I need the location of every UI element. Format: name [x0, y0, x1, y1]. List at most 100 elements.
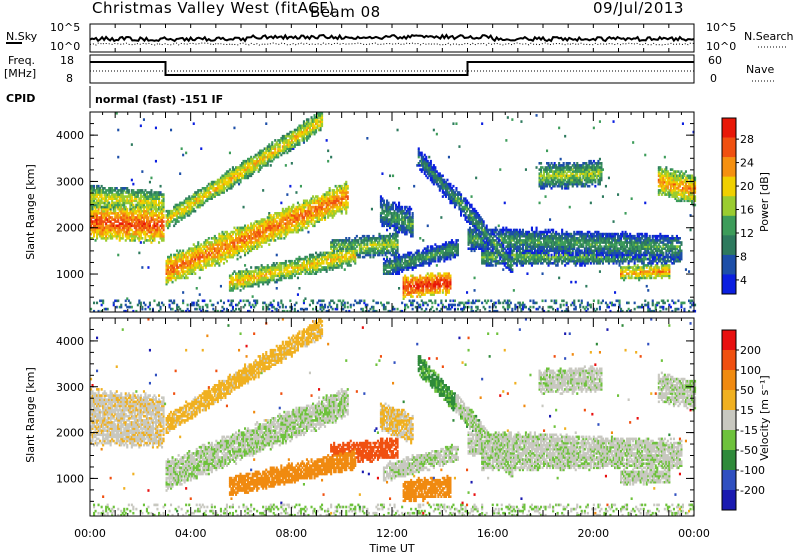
range-gate-cell: [242, 274, 245, 278]
range-gate-cell: [115, 191, 118, 194]
range-gate-cell: [167, 262, 170, 265]
range-gate-cell: [176, 262, 179, 265]
range-gate-cell: [173, 268, 176, 271]
range-gate-cell: [118, 201, 121, 205]
range-gate-cell: [198, 197, 201, 200]
range-gate-cell: [227, 187, 230, 190]
range-gate-cell: [268, 268, 271, 271]
range-gate-cell: [138, 239, 141, 242]
range-gate-cell: [111, 195, 114, 198]
range-gate-cell: [111, 222, 114, 225]
range-gate-cell: [162, 195, 165, 198]
range-gate-cell: [256, 243, 259, 246]
range-gate-cell: [268, 226, 271, 230]
range-gate-cell: [230, 280, 233, 284]
range-gate-cell: [210, 197, 213, 200]
range-gate-cell: [277, 222, 280, 225]
range-gate-cell: [182, 270, 185, 273]
range-gate-cell: [99, 191, 102, 194]
range-gate-cell: [262, 155, 265, 159]
range-gate-cell: [158, 212, 161, 215]
range-gate-cell: [262, 230, 265, 234]
range-gate-cell: [108, 212, 111, 215]
range-gate-cell: [177, 212, 180, 215]
range-gate-cell: [153, 218, 156, 221]
range-gate-cell: [203, 253, 206, 257]
range-gate-cell: [195, 201, 198, 205]
range-gate-cell: [250, 282, 253, 286]
range-gate-cell: [256, 222, 259, 225]
range-gate-cell: [259, 155, 262, 159]
range-gate-cell: [112, 224, 115, 228]
range-gate-cell: [259, 166, 262, 169]
range-gate-cell: [268, 224, 271, 228]
range-gate-cell: [239, 174, 242, 178]
range-gate-cell: [185, 262, 188, 265]
range-gate-cell: [182, 264, 185, 267]
range-gate-cell: [121, 216, 124, 219]
range-gate-cell: [158, 241, 161, 244]
range-gate-cell: [150, 203, 153, 207]
range-gate-cell: [170, 264, 173, 267]
range-gate-cell: [102, 299, 105, 303]
range-gate-cell: [186, 214, 189, 217]
range-gate-cell: [129, 234, 132, 238]
power-heatmap: [90, 112, 697, 313]
range-gate-cell: [259, 278, 262, 282]
range-gate-cell: [210, 195, 213, 198]
range-gate-cell: [112, 197, 115, 200]
range-gate-cell: [236, 232, 239, 236]
range-gate-cell: [301, 307, 304, 311]
range-gate-cell: [188, 205, 191, 209]
range-gate-cell: [94, 230, 97, 234]
range-gate-cell: [231, 255, 234, 259]
range-gate-cell: [126, 209, 129, 213]
range-gate-cell: [129, 301, 132, 305]
range-gate-cell: [198, 245, 201, 248]
range-gate-cell: [198, 293, 201, 296]
range-gate-cell: [269, 266, 272, 269]
range-gate-cell: [256, 153, 259, 157]
range-gate-cell: [127, 230, 130, 234]
range-gate-cell: [253, 166, 256, 169]
range-gate-cell: [112, 228, 115, 232]
range-gate-cell: [183, 272, 186, 275]
range-gate-cell: [213, 243, 216, 246]
range-gate-cell: [274, 145, 277, 148]
range-gate-cell: [174, 309, 177, 313]
range-gate-cell: [120, 193, 123, 196]
range-gate-cell: [262, 239, 265, 242]
range-gate-cell: [176, 270, 179, 273]
range-gate-cell: [330, 155, 333, 159]
range-gate-cell: [262, 282, 265, 286]
range-gate-cell: [257, 228, 260, 232]
range-gate-cell: [244, 174, 247, 178]
range-gate-cell: [216, 301, 219, 305]
range-gate-cell: [200, 268, 203, 271]
range-gate-cell: [168, 303, 171, 307]
range-gate-cell: [212, 303, 215, 307]
range-gate-cell: [198, 255, 201, 259]
range-gate-cell: [96, 201, 99, 205]
nsearch-trace: [89, 42, 695, 46]
range-gate-cell: [262, 149, 265, 153]
range-gate-cell: [180, 203, 183, 207]
range-gate-cell: [200, 309, 203, 313]
range-gate-cell: [262, 307, 265, 311]
range-gate-cell: [268, 157, 271, 161]
range-gate-cell: [114, 209, 117, 213]
range-gate-cell: [239, 276, 242, 280]
range-gate-cell: [185, 259, 188, 263]
range-gate-cell: [224, 187, 227, 190]
range-gate-cell: [90, 199, 93, 203]
range-gate-cell: [224, 243, 227, 246]
range-gate-cell: [154, 214, 157, 217]
range-gate-cell: [144, 205, 147, 209]
range-gate-cell: [109, 226, 112, 230]
range-gate-cell: [216, 193, 219, 196]
range-gate-cell: [401, 301, 404, 305]
range-gate-cell: [182, 201, 185, 205]
range-gate-cell: [250, 234, 253, 238]
range-gate-cell: [221, 182, 224, 186]
range-gate-cell: [103, 203, 106, 207]
